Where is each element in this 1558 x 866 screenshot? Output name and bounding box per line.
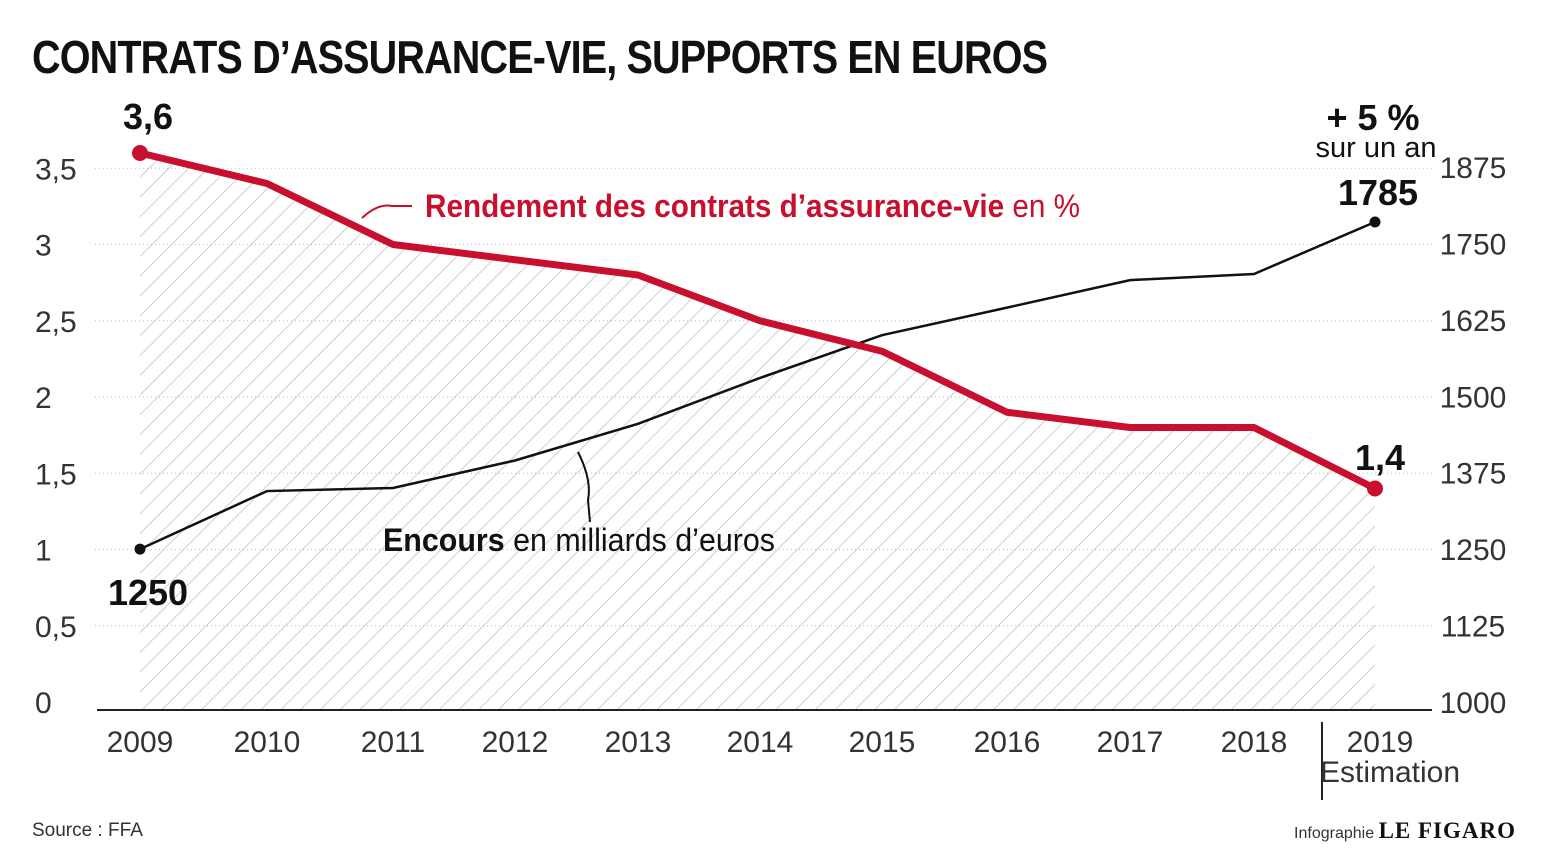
y-left-tick-label: 3,5 [35, 153, 77, 186]
dual-axis-line-chart: 2009 2010 2011 2012 2013 2014 2015 2016 2017 2018… [35, 96, 1506, 800]
x-tick-label: 2017 [1097, 726, 1164, 759]
credit: Infographie LE FIGARO [1294, 818, 1516, 844]
y-right-tick-label: 1875 [1440, 152, 1507, 185]
chart-title: CONTRATS D’ASSURANCE-VIE, SUPPORTS EN EU… [32, 31, 1048, 83]
x-tick-label: 2011 [361, 726, 426, 759]
y-right-tick-label: 1375 [1440, 458, 1507, 491]
rendement-start-label: 3,6 [123, 96, 173, 137]
encours-end-label: 1785 [1338, 172, 1418, 213]
y-left-tick-label: 0,5 [35, 611, 77, 644]
rendement-series-label: Rendement des contrats d’assurance-vie e… [425, 188, 1080, 224]
change-label: + 5 % [1326, 97, 1419, 138]
x-tick-label: 2013 [605, 726, 672, 759]
encours-point [134, 543, 146, 555]
encours-start-label: 1250 [108, 572, 188, 613]
y-left-tick-label: 1 [35, 535, 52, 568]
x-tick-label: 2014 [727, 726, 794, 759]
x-tick-label: 2012 [482, 726, 549, 759]
y-left-tick-label: 2 [35, 382, 52, 415]
y-right-tick-label: 1625 [1440, 305, 1507, 338]
y-right-tick-label: 1125 [1441, 611, 1506, 644]
x-tick-label: 2018 [1221, 726, 1288, 759]
y-right-tick-label: 1500 [1440, 381, 1507, 414]
encours-leader-line [577, 451, 591, 523]
y-right-tick-label: 1250 [1440, 534, 1507, 567]
axis-ticks: 0 0,5 1 1,5 2 2,5 3 3,5 1000 1125 1250 1375 1500 1625… [35, 152, 1506, 720]
rendement-leader-line [361, 204, 412, 219]
encours-line [139, 220, 1376, 551]
x-tick-label: 2009 [107, 726, 174, 759]
y-left-tick-label: 0 [35, 687, 52, 720]
x-tick-label: 2010 [234, 726, 301, 759]
x-tick-label: 2016 [974, 726, 1041, 759]
x-axis: 2009 2010 2011 2012 2013 2014 2015 2016 2017 2018… [97, 709, 1432, 800]
y-left-tick-label: 2,5 [35, 306, 77, 339]
rendement-point [132, 145, 148, 161]
y-right-tick-label: 1750 [1440, 228, 1507, 261]
y-left-tick-label: 1,5 [35, 458, 77, 491]
y-right-tick-label: 1000 [1440, 687, 1507, 720]
estimation-note: Estimation [1320, 756, 1460, 789]
change-note: sur un an [1316, 132, 1437, 164]
rendement-point [1367, 480, 1383, 497]
rendement-end-label: 1,4 [1355, 437, 1405, 478]
credit-prefix: Infographie [1294, 825, 1375, 842]
encours-series-label: Encours en milliards d’euros [383, 522, 775, 558]
y-left-tick-label: 3 [35, 230, 52, 263]
rendement-hatched-area [140, 153, 1375, 710]
encours-point [1369, 216, 1381, 228]
rendement-line [139, 149, 1377, 492]
le-figaro-logo: LE FIGARO [1378, 818, 1516, 843]
x-tick-label: 2015 [849, 726, 916, 759]
x-tick-label: 2019 [1347, 726, 1414, 759]
series-markers [132, 145, 1383, 555]
source-note: Source : FFA [32, 820, 143, 841]
